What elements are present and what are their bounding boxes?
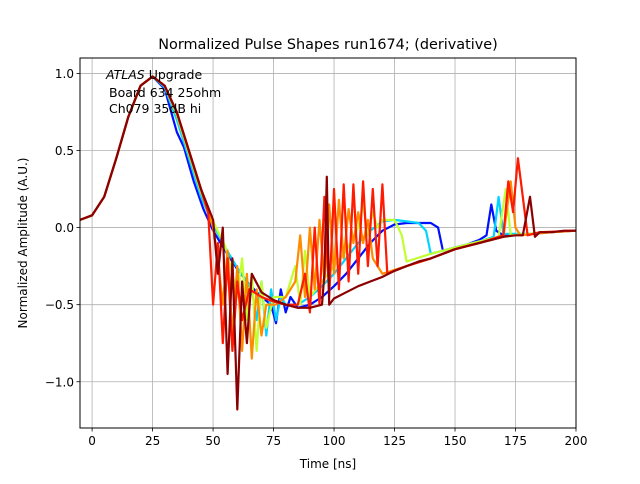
y-axis-label: Normalized Amplitude (A.U.) [16,158,30,329]
grid [80,58,577,428]
y-tick-label: 0.5 [55,144,74,158]
ticks: 0 25 50 75 100 125 150 175 200 −1.0 −0.5 0.0 0.5 1.0 [45,67,588,448]
x-tick-label: 150 [444,434,467,448]
x-tick-label: 200 [565,434,588,448]
svg-text:ATLAS Upgrade: ATLAS Upgrade [105,67,202,82]
annotation-upgrade: Upgrade [145,67,203,82]
x-tick-label: 25 [145,434,160,448]
y-tick-label: 1.0 [55,67,74,81]
y-tick-label: −1.0 [45,375,74,389]
annotation-board: Board 634 25ohm [109,85,221,100]
y-tick-label: 0.0 [55,221,74,235]
x-tick-label: 125 [383,434,406,448]
x-tick-label: 0 [88,434,96,448]
axes-frame [79,57,577,429]
x-tick-label: 75 [266,434,281,448]
annotation-channel: Ch079 35dB hi [109,101,201,116]
plot-lines [80,75,576,411]
x-axis-label: Time [ns] [299,457,356,471]
series-line-5 [80,75,576,411]
annotation-atlas: ATLAS [105,67,145,82]
annotation: ATLAS Upgrade Board 634 25ohm Ch079 35dB… [105,67,221,116]
y-tick-label: −0.5 [45,298,74,312]
chart-title: Normalized Pulse Shapes run1674; (deriva… [158,37,497,53]
x-tick-label: 50 [205,434,220,448]
x-tick-label: 100 [323,434,346,448]
x-tick-label: 175 [504,434,527,448]
